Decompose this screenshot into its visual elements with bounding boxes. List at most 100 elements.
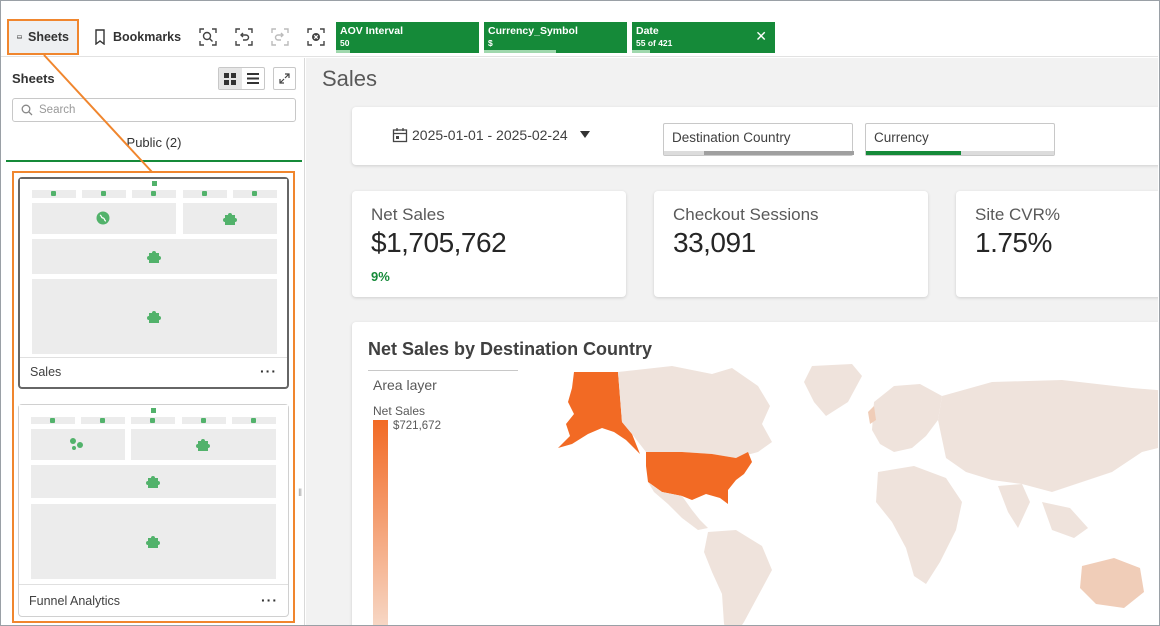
country-australia[interactable] bbox=[1080, 558, 1144, 608]
expand-icon bbox=[279, 73, 290, 84]
date-range-value: 2025-01-01 - 2025-02-24 bbox=[412, 127, 568, 143]
view-toggle bbox=[218, 67, 265, 90]
filter-fill bbox=[866, 151, 961, 155]
thumb-dot bbox=[151, 408, 156, 413]
kpi-value: 33,091 bbox=[673, 227, 756, 258]
country-south-america[interactable] bbox=[704, 530, 772, 625]
scatter-icon bbox=[70, 438, 83, 450]
thumb-dot bbox=[152, 181, 157, 186]
sheets-button[interactable]: Sheets bbox=[7, 19, 79, 55]
legend-max-value: $721,672 bbox=[393, 420, 441, 432]
map-chart[interactable]: Net Sales by Destination Country Area la… bbox=[352, 322, 1158, 625]
thumb-tile bbox=[31, 417, 75, 424]
selection-value: 50 bbox=[340, 38, 350, 48]
selection-title: Currency_Symbol bbox=[488, 25, 578, 37]
tab-public[interactable]: Public (2) bbox=[6, 130, 302, 162]
country-russia-asia[interactable] bbox=[938, 380, 1158, 492]
toolbar: Sheets Bookmarks AOV Interval 50 Currenc… bbox=[1, 1, 1158, 57]
more-options-icon[interactable]: ··· bbox=[260, 363, 277, 379]
sheet-name: Sales bbox=[30, 365, 62, 379]
search-input[interactable]: Search bbox=[12, 98, 296, 122]
filter-label: Destination Country bbox=[672, 130, 791, 145]
grid-view-button[interactable] bbox=[219, 68, 242, 89]
sheets-highlight-outline: Sales ··· bbox=[12, 171, 295, 623]
step-back-icon[interactable] bbox=[234, 27, 254, 47]
country-mexico[interactable] bbox=[648, 482, 708, 530]
bookmarks-button[interactable]: Bookmarks bbox=[85, 19, 189, 55]
search-placeholder: Search bbox=[39, 104, 76, 116]
close-icon[interactable]: ✕ bbox=[755, 28, 767, 44]
country-canada[interactable] bbox=[618, 366, 772, 458]
filter-fill-excluded bbox=[704, 151, 854, 155]
list-icon bbox=[246, 73, 259, 84]
chart-title: Net Sales by Destination Country bbox=[368, 339, 653, 359]
selection-bar bbox=[632, 50, 650, 53]
smart-search-icon[interactable] bbox=[198, 27, 218, 47]
sheet-card-funnel-analytics[interactable]: Funnel Analytics ··· bbox=[18, 404, 289, 617]
kpi-site-cvr[interactable]: Site CVR% 1.75% bbox=[956, 191, 1158, 297]
puzzle-icon bbox=[147, 251, 161, 263]
kpi-delta: 9% bbox=[371, 269, 390, 284]
selection-chip-date[interactable]: Date 55 of 421 ✕ bbox=[632, 22, 775, 53]
country-usa[interactable] bbox=[646, 452, 752, 504]
thumb-tile bbox=[32, 279, 277, 354]
step-forward-icon[interactable] bbox=[270, 27, 290, 47]
selection-bar bbox=[336, 50, 350, 53]
caret-down-icon bbox=[579, 131, 590, 138]
kpi-value: 1.75% bbox=[975, 227, 1052, 258]
sheet-name: Funnel Analytics bbox=[29, 594, 121, 608]
selection-value: 55 of 421 bbox=[636, 38, 673, 48]
puzzle-icon bbox=[146, 476, 160, 488]
legend-layer-label: Area layer bbox=[368, 370, 518, 393]
selection-value: $ bbox=[488, 38, 493, 48]
more-options-icon[interactable]: ··· bbox=[261, 592, 278, 608]
panel-resize-handle[interactable]: ‖ bbox=[298, 488, 303, 499]
world-map bbox=[558, 364, 1158, 625]
country-africa[interactable] bbox=[876, 466, 962, 584]
country-alaska[interactable] bbox=[558, 372, 640, 454]
puzzle-icon bbox=[223, 213, 237, 225]
panel-title: Sheets bbox=[12, 71, 55, 86]
puzzle-icon bbox=[146, 536, 160, 548]
country-greenland[interactable] bbox=[804, 364, 862, 416]
selection-chip-aov-interval[interactable]: AOV Interval 50 bbox=[336, 22, 479, 53]
divider bbox=[20, 357, 287, 358]
page-title: Sales bbox=[322, 66, 378, 91]
globe-icon bbox=[96, 211, 110, 225]
currency-filter[interactable]: Currency bbox=[865, 123, 1055, 156]
thumb-tile bbox=[132, 190, 176, 198]
selection-chip-currency-symbol[interactable]: Currency_Symbol $ bbox=[484, 22, 627, 53]
thumb-tile bbox=[32, 203, 176, 234]
date-range-picker[interactable]: 2025-01-01 - 2025-02-24 bbox=[392, 127, 590, 143]
destination-country-filter[interactable]: Destination Country bbox=[663, 123, 854, 156]
sheet-thumbnail bbox=[19, 405, 288, 584]
sheet-canvas: Sales 2025-01-01 - 2025-02-24 Destinatio… bbox=[306, 58, 1158, 625]
thumb-tile bbox=[31, 504, 276, 579]
country-europe[interactable] bbox=[872, 384, 942, 452]
kpi-checkout-sessions[interactable]: Checkout Sessions 33,091 bbox=[654, 191, 928, 297]
kpi-label: Site CVR% bbox=[975, 205, 1061, 224]
filter-bar: 2025-01-01 - 2025-02-24 Destination Coun… bbox=[352, 107, 1158, 165]
sheets-button-label: Sheets bbox=[28, 30, 69, 44]
country-uk[interactable] bbox=[868, 406, 876, 424]
sheet-card-sales[interactable]: Sales ··· bbox=[18, 177, 289, 389]
puzzle-icon bbox=[147, 311, 161, 323]
grid-icon bbox=[224, 72, 237, 85]
kpi-net-sales[interactable]: Net Sales $1,705,762 9% bbox=[352, 191, 626, 297]
tab-public-label: Public (2) bbox=[126, 135, 182, 150]
list-view-button[interactable] bbox=[242, 68, 265, 89]
divider bbox=[19, 584, 288, 585]
country-india[interactable] bbox=[998, 484, 1030, 528]
thumb-tile bbox=[82, 190, 126, 198]
thumb-tile bbox=[183, 190, 227, 198]
kpi-label: Net Sales bbox=[371, 205, 445, 224]
country-se-asia[interactable] bbox=[1042, 502, 1088, 538]
thumb-tile bbox=[131, 429, 276, 460]
expand-panel-button[interactable] bbox=[273, 67, 296, 90]
thumb-tile bbox=[81, 417, 125, 424]
thumb-tile bbox=[32, 239, 277, 274]
filter-fill bbox=[664, 151, 704, 155]
search-icon bbox=[21, 104, 33, 116]
legend-gradient bbox=[373, 420, 388, 625]
clear-selections-icon[interactable] bbox=[306, 27, 326, 47]
